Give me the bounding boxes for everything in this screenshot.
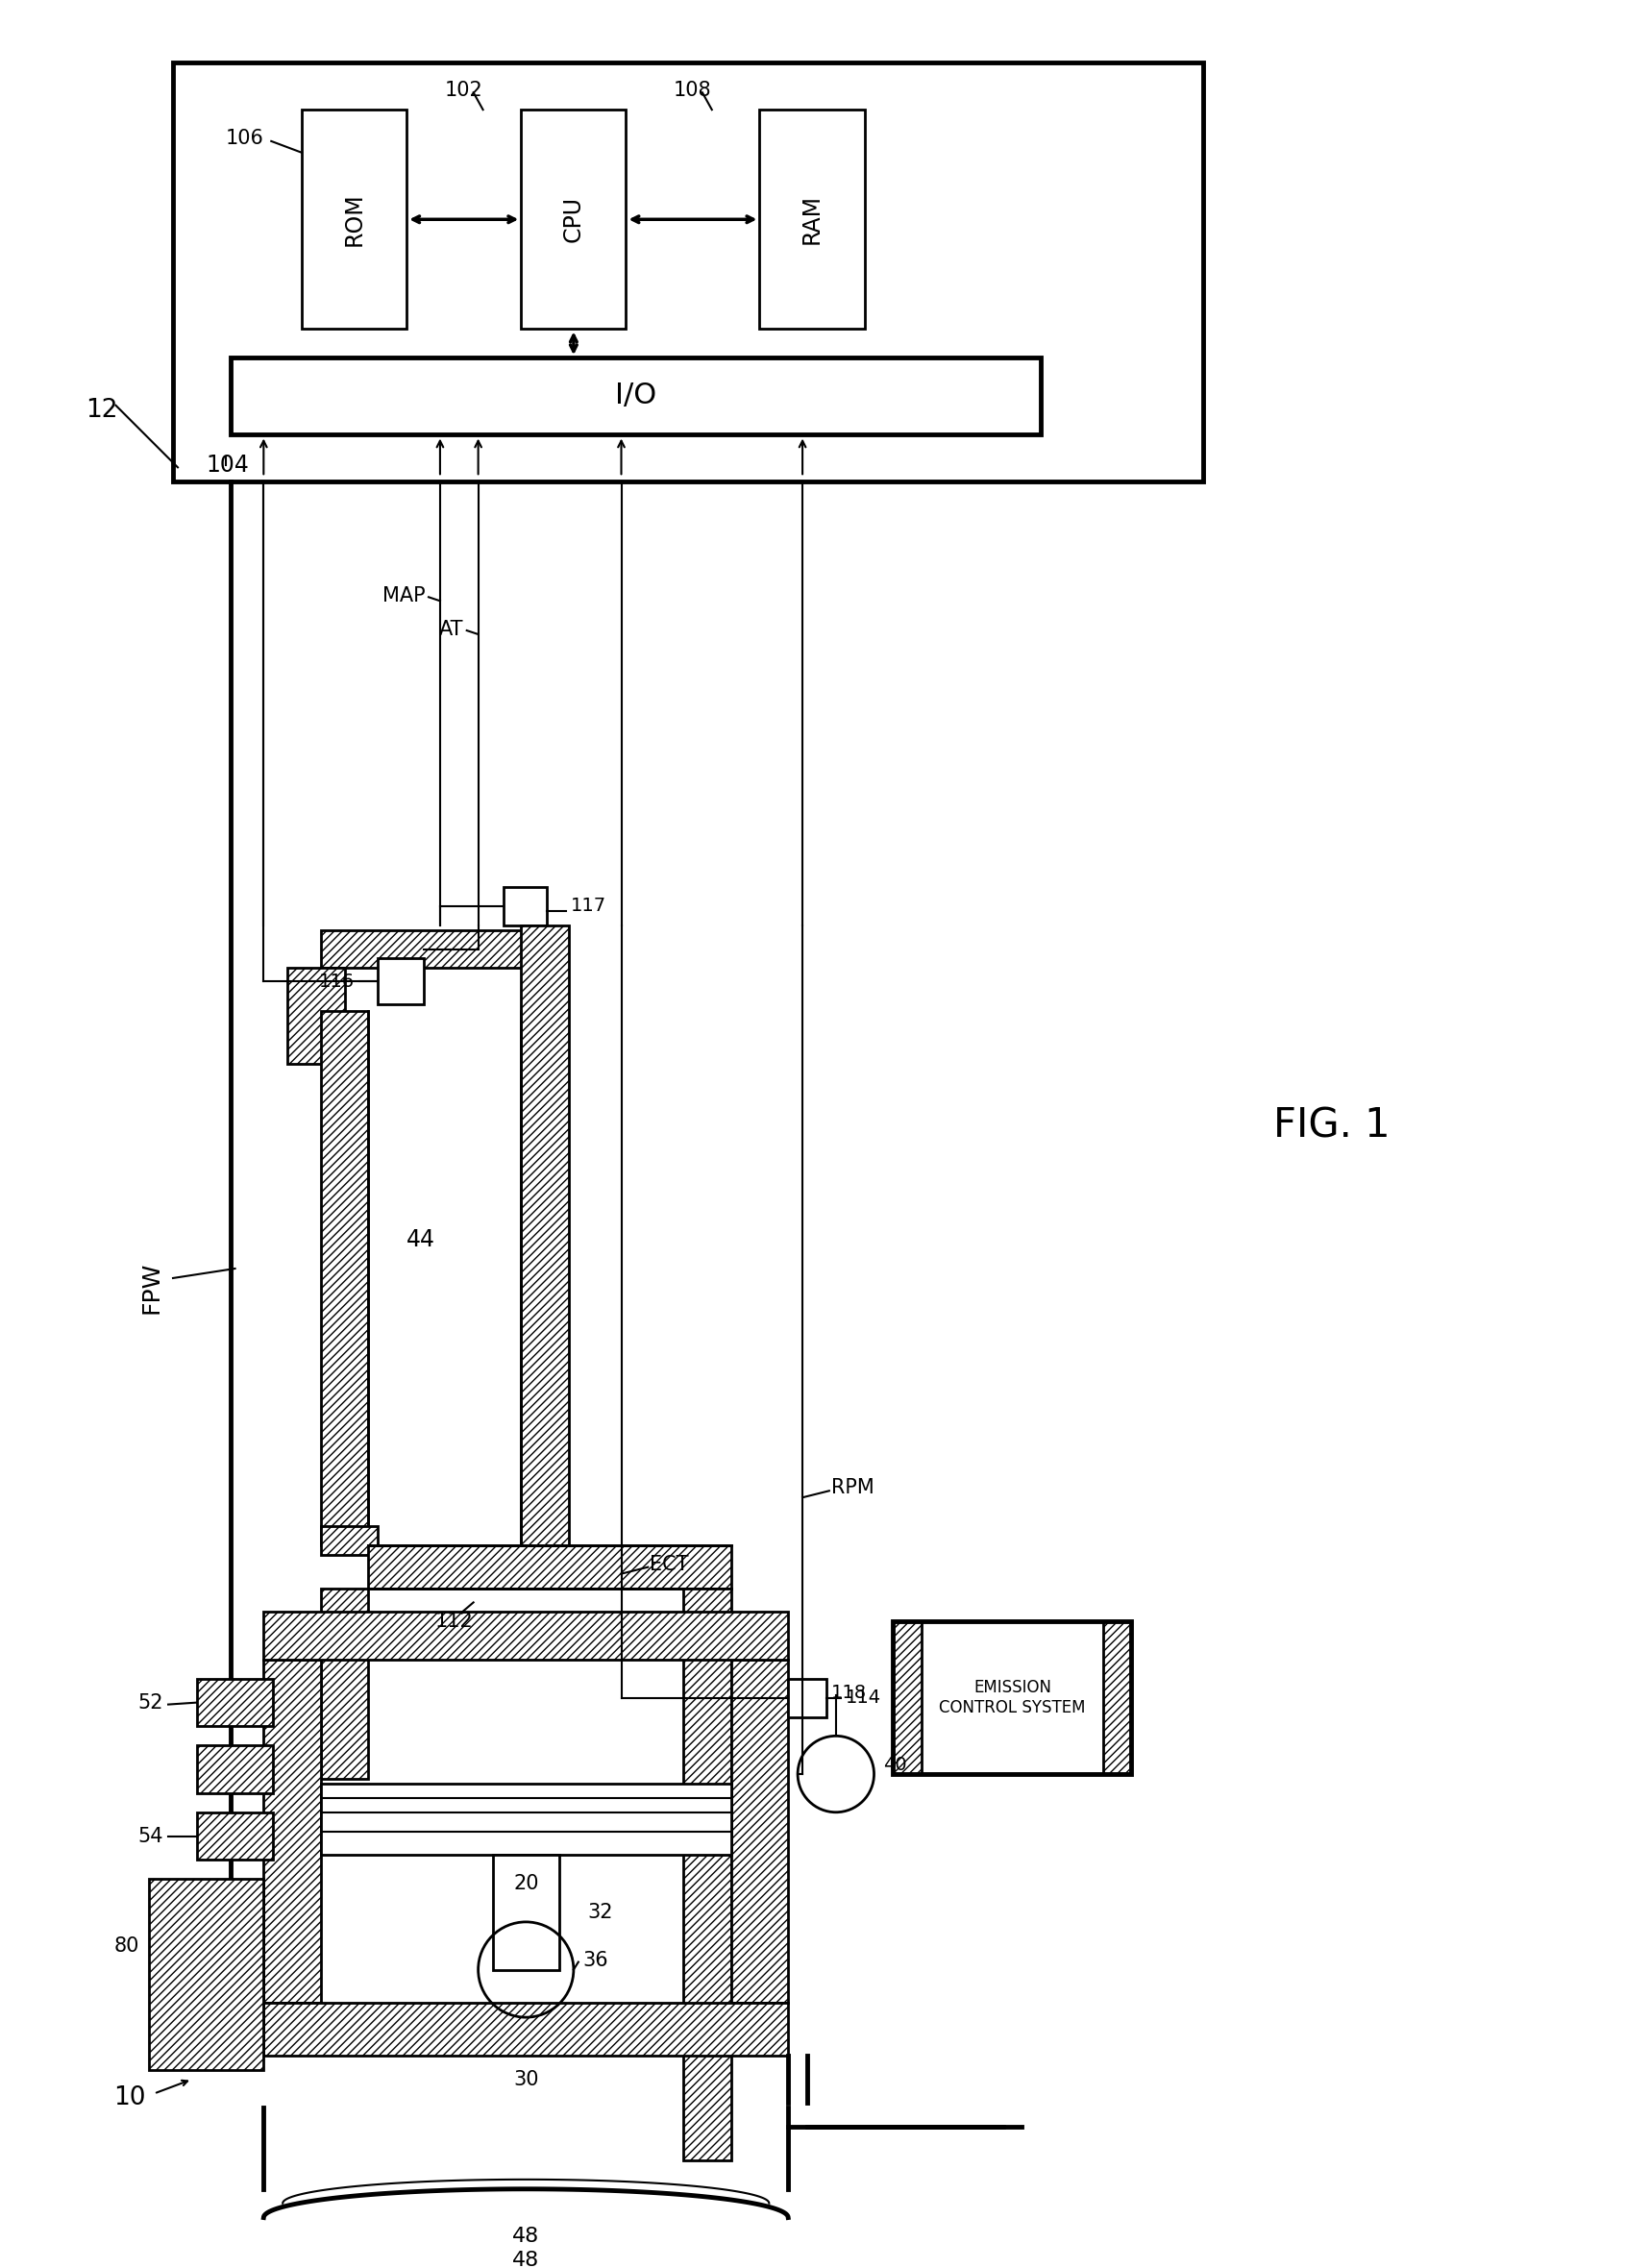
Bar	[197, 1746, 273, 1794]
Text: 118: 118	[830, 1683, 866, 1703]
Bar	[522, 109, 626, 329]
Bar	[320, 1588, 369, 1778]
Text: 114: 114	[845, 1690, 881, 1708]
Bar	[197, 1678, 273, 1726]
Text: 52: 52	[138, 1692, 164, 1712]
Bar	[302, 109, 406, 329]
Text: FPW: FPW	[140, 1261, 163, 1313]
Text: I/O: I/O	[614, 381, 656, 411]
Text: CPU: CPU	[562, 197, 585, 243]
Text: 116: 116	[318, 973, 354, 991]
Text: 44: 44	[406, 1229, 436, 1252]
Text: ROM: ROM	[343, 193, 366, 247]
Text: FIG. 1: FIG. 1	[1274, 1105, 1391, 1145]
Text: 112: 112	[436, 1613, 473, 1631]
Text: 40: 40	[884, 1755, 907, 1774]
Text: EMISSION
CONTROL SYSTEM: EMISSION CONTROL SYSTEM	[939, 1678, 1086, 1717]
Bar	[231, 358, 1042, 433]
Text: ECT: ECT	[650, 1554, 689, 1574]
Text: 102: 102	[445, 82, 483, 100]
Bar	[320, 1783, 731, 1855]
Bar	[150, 1878, 263, 2071]
Text: 48: 48	[512, 2227, 540, 2245]
Bar	[263, 2003, 788, 2055]
Text: AT: AT	[439, 619, 463, 640]
Bar	[369, 1545, 731, 1588]
Bar	[320, 1526, 379, 1554]
Bar	[379, 959, 424, 1005]
Bar	[172, 61, 1202, 481]
Text: 30: 30	[514, 2071, 538, 2089]
Text: RPM: RPM	[830, 1479, 874, 1497]
Text: 12: 12	[86, 397, 117, 422]
Bar	[759, 109, 864, 329]
Bar	[1103, 1622, 1131, 1774]
Text: 20: 20	[514, 1873, 538, 1894]
Bar	[197, 1812, 273, 1860]
Text: 54: 54	[138, 1826, 164, 1846]
Text: 48: 48	[512, 2250, 540, 2268]
Text: 104: 104	[206, 454, 250, 476]
Bar	[320, 1012, 369, 1545]
Bar	[504, 887, 548, 925]
Bar	[492, 1855, 559, 1969]
Text: RAM: RAM	[801, 195, 824, 245]
Bar	[288, 968, 344, 1064]
Bar	[263, 1613, 788, 1660]
Text: 80: 80	[114, 1937, 140, 1955]
Text: MAP: MAP	[383, 587, 426, 606]
Text: 108: 108	[674, 82, 712, 100]
Bar	[894, 1622, 921, 1774]
Text: 10: 10	[114, 2087, 146, 2112]
Bar	[788, 1678, 827, 1717]
Bar	[682, 1588, 731, 2161]
Text: 117: 117	[570, 896, 606, 916]
Text: 106: 106	[226, 129, 263, 147]
Bar	[731, 1660, 788, 2003]
Bar	[522, 925, 569, 1545]
Bar	[263, 1660, 320, 2003]
Text: 36: 36	[583, 1950, 609, 1969]
Text: 32: 32	[588, 1903, 613, 1921]
Bar	[894, 1622, 1131, 1774]
Bar	[320, 930, 540, 968]
